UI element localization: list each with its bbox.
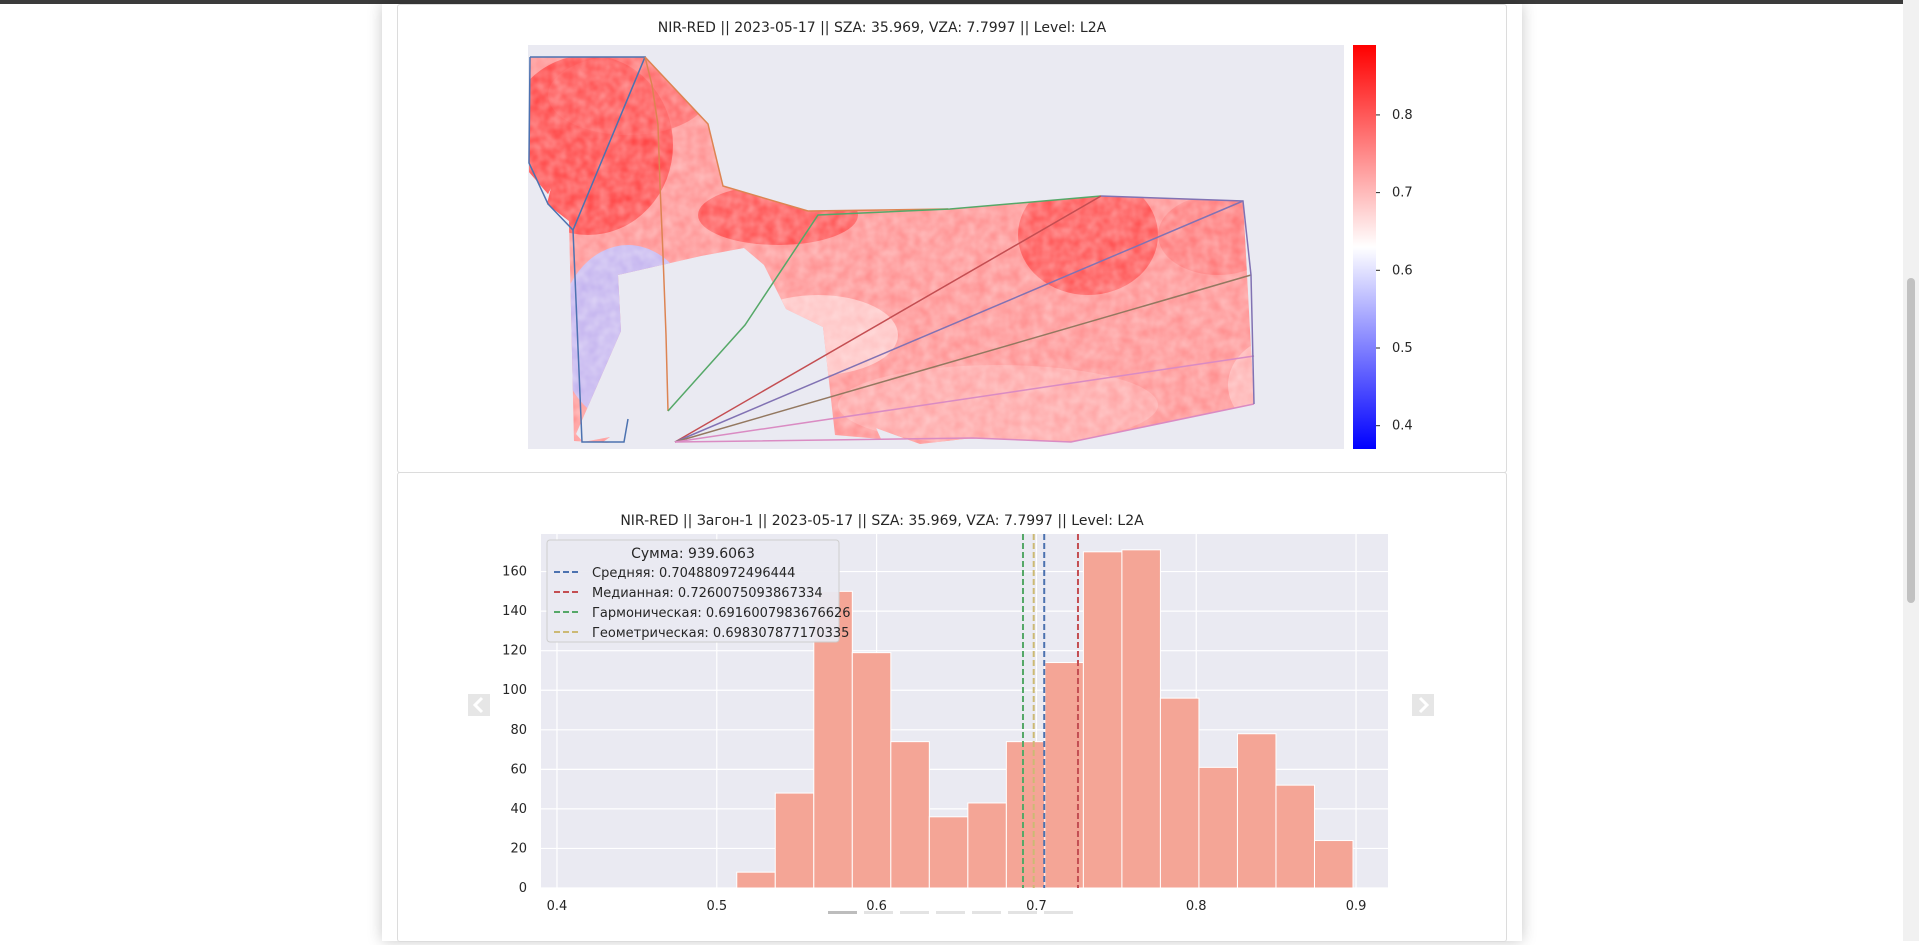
histogram-bar [851,652,892,889]
y-tick-labels: 0 20 40 60 80 100 120 140 160 [502,565,527,896]
legend-entry: Медианная: 0.7260075093867334 [592,586,823,601]
map-card: NIR-RED || 2023-05-17 || SZA: 35.969, VZ… [397,4,1507,473]
window-top-bar [0,0,1919,4]
histogram-bar [736,871,776,889]
histogram-bar [1121,549,1161,889]
legend-title: Сумма: 939.6063 [631,546,755,562]
legend-entry: Средняя: 0.704880972496444 [592,566,795,581]
carousel-dot[interactable] [972,911,1001,914]
x-tick-label: 0.4 [547,899,568,914]
histogram-bar [1236,733,1277,889]
legend-box [546,539,840,643]
statistic-lines [1021,534,1079,888]
histogram-bars [736,549,1354,889]
scrollbar-thumb[interactable] [1907,278,1915,603]
y-tick-label: 20 [510,841,527,856]
ndvi-map: NIR-RED || 2023-05-17 || SZA: 35.969, VZ… [528,20,1413,449]
legend-entry: Гармоническая: 0.6916007983676626 [592,606,851,621]
histogram-bar [1005,741,1046,889]
carousel-dot[interactable] [1044,911,1073,914]
y-tick-label: 140 [502,604,527,619]
x-tick-label: 0.8 [1186,899,1207,914]
x-tick-label: 0.9 [1346,899,1367,914]
histogram-bar [1082,551,1123,889]
colorbar [1353,45,1376,449]
histogram-bar [890,741,930,889]
x-tick-label: 0.7 [1026,899,1047,914]
carousel-indicators [828,911,1088,917]
colorbar-tick-label: 0.6 [1392,263,1413,278]
colorbar-tick-label: 0.4 [1392,419,1413,434]
paddock-boundaries [528,56,1255,443]
histogram-bar [928,816,969,889]
colorbar-ticks: 0.4 0.5 0.6 0.7 0.8 [1376,108,1413,434]
colorbar-tick-label: 0.7 [1392,186,1413,201]
page-scrollbar[interactable] [1903,0,1919,941]
x-tick-label: 0.5 [706,899,727,914]
histogram-bar [1275,784,1315,889]
histogram-card: NIR-RED || Загон-1 || 2023-05-17 || SZA:… [397,472,1507,942]
map-title: NIR-RED || 2023-05-17 || SZA: 35.969, VZ… [658,20,1107,36]
histogram-bar [1198,766,1238,889]
legend-entry: Геометрическая: 0.698307877170335 [592,626,849,641]
histogram-bar [967,802,1007,889]
x-tick-label: 0.6 [866,899,887,914]
carousel-dot[interactable] [1008,911,1037,914]
histogram-bar [1313,840,1354,889]
histogram-legend: Сумма: 939.6063 Средняя: 0.7048809724964… [546,539,851,643]
y-tick-label: 80 [510,723,527,738]
y-tick-label: 0 [519,881,527,896]
y-tick-label: 100 [502,683,527,698]
y-tick-label: 60 [510,762,527,777]
histogram-chart: NIR-RED || Загон-1 || 2023-05-17 || SZA:… [502,513,1388,914]
y-tick-label: 40 [510,802,527,817]
chevron-left-icon[interactable] [468,694,490,716]
colorbar-tick-label: 0.8 [1392,108,1413,123]
chevron-right-icon[interactable] [1412,694,1434,716]
histogram-bar [774,792,815,889]
x-tick-labels: 0.4 0.5 0.6 0.7 0.8 0.9 [547,899,1367,914]
histogram-bar [1159,697,1200,889]
y-tick-label: 120 [502,644,527,659]
colorbar-tick-label: 0.5 [1392,341,1413,356]
carousel-dot[interactable] [900,911,929,914]
histogram-title: NIR-RED || Загон-1 || 2023-05-17 || SZA:… [620,513,1144,529]
carousel-dot[interactable] [936,911,965,914]
carousel-dot[interactable] [828,911,857,914]
y-tick-label: 160 [502,565,527,580]
carousel-dot[interactable] [864,911,893,914]
